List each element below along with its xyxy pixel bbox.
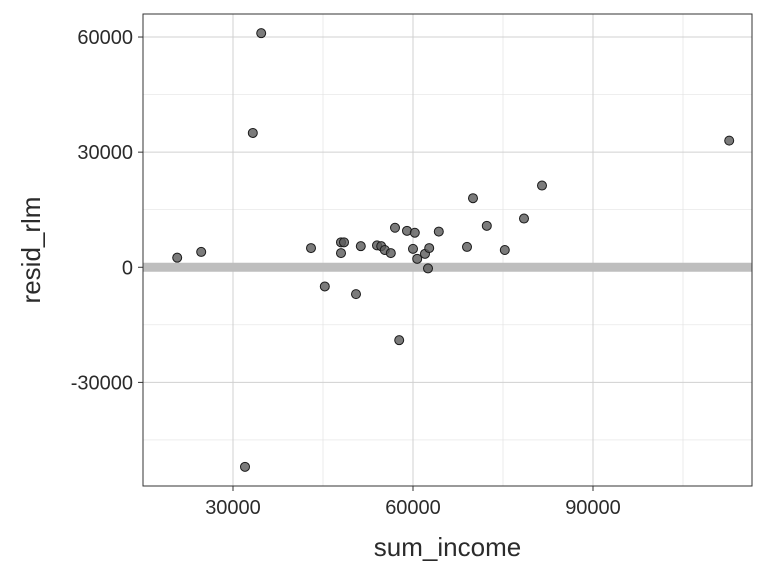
data-point — [256, 28, 267, 39]
data-point — [339, 237, 349, 248]
y-tick-label: 30000 — [77, 142, 133, 164]
x-axis-ticks: 30000 60000 90000 — [205, 486, 621, 519]
x-axis-title: sum_income — [374, 532, 521, 562]
data-point — [390, 222, 400, 233]
y-tick-label: -30000 — [71, 372, 133, 394]
data-point — [537, 180, 547, 191]
data-point — [499, 245, 510, 255]
data-point — [433, 226, 444, 237]
data-point — [355, 241, 366, 252]
data-point — [394, 335, 405, 346]
data-point — [172, 252, 183, 263]
x-tick-label: 60000 — [385, 497, 441, 519]
data-point — [409, 227, 420, 238]
y-tick-label: 60000 — [77, 27, 133, 49]
data-point — [247, 127, 258, 138]
data-point — [351, 289, 361, 300]
data-point — [196, 246, 207, 257]
data-point — [424, 243, 435, 254]
y-axis-ticks: -30000 0 30000 60000 — [71, 27, 143, 394]
data-point — [519, 213, 529, 224]
x-tick-label: 90000 — [565, 497, 621, 519]
data-point — [481, 220, 492, 231]
data-points — [172, 28, 735, 472]
data-point — [412, 253, 423, 264]
y-axis-title: resid_rlm — [16, 197, 46, 304]
data-point — [336, 248, 346, 259]
plot-panel — [143, 14, 752, 486]
y-tick-label: 0 — [122, 257, 133, 279]
data-point — [724, 135, 735, 146]
data-point — [240, 461, 250, 472]
data-point — [423, 263, 433, 274]
data-point — [385, 248, 396, 259]
x-tick-label: 30000 — [205, 497, 261, 519]
data-point — [468, 193, 478, 204]
data-point — [462, 241, 472, 252]
data-point — [306, 243, 316, 254]
data-point — [408, 243, 418, 254]
data-point — [319, 281, 330, 292]
plot-border — [142, 13, 753, 487]
